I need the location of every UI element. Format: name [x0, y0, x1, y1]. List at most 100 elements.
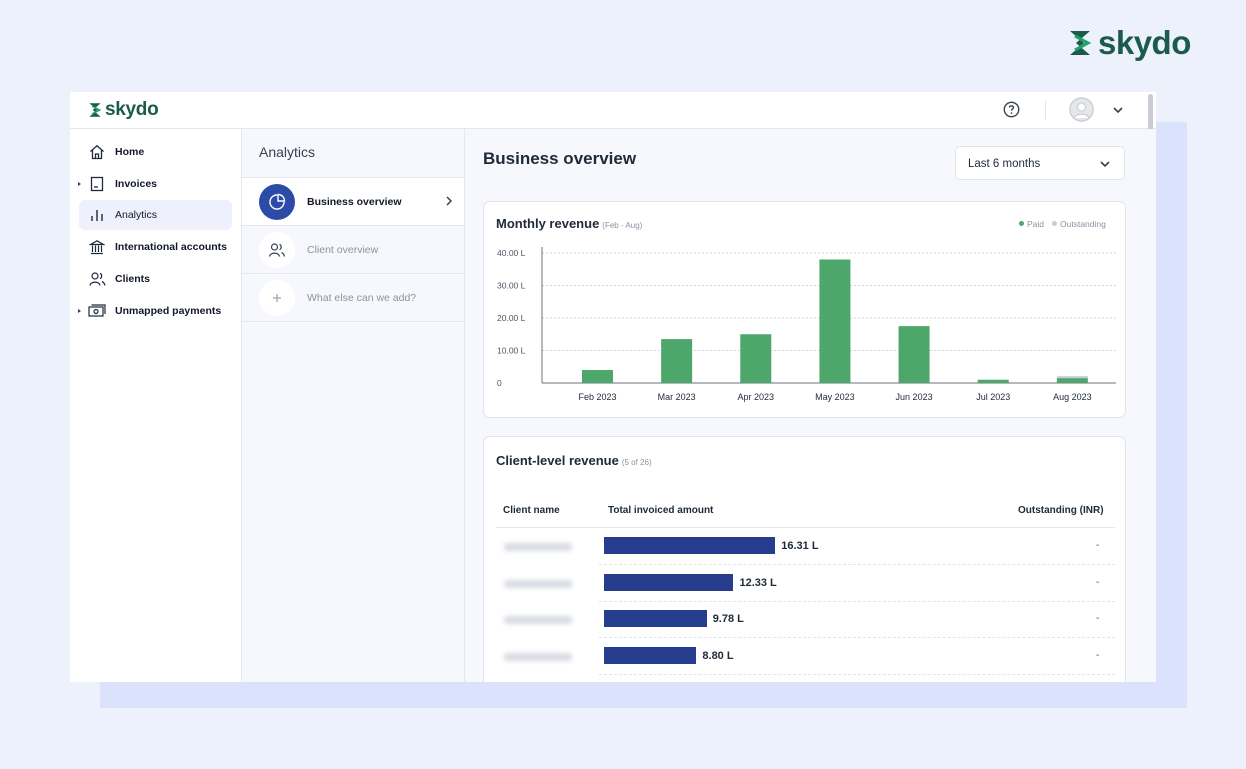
sidebar-item-invoices[interactable]: Invoices — [78, 169, 232, 199]
invoiced-amount-label: 16.31 L — [781, 540, 819, 552]
sidebar-item-label: Clients — [115, 273, 151, 285]
card-title-text: Monthly revenue — [496, 216, 600, 231]
monthly-revenue-card: Monthly revenue (Feb - Aug) Paid Outstand… — [483, 201, 1126, 418]
cash-icon — [88, 302, 106, 320]
sidebar-item-label: Analytics — [115, 209, 158, 221]
card-subtitle: (5 of 26) — [621, 458, 652, 467]
topbar-divider — [1045, 100, 1046, 120]
row-divider — [599, 673, 1115, 675]
y-tick-label: 0 — [497, 378, 502, 388]
bar-paid — [582, 370, 613, 383]
invoice-icon — [88, 175, 106, 193]
page-title: Business overview — [483, 149, 637, 168]
invoiced-amount-label: 12.33 L — [739, 576, 777, 589]
invoiced-amount-label: 8.80 L — [702, 649, 734, 662]
card-title-text: Client-level revenue — [496, 453, 619, 468]
x-tick-label: Feb 2023 — [578, 392, 616, 402]
sidebar-item-home[interactable]: Home — [79, 137, 232, 167]
x-tick-label: May 2023 — [815, 392, 855, 402]
sidebar-item-label: International accounts — [115, 241, 228, 253]
pie-chart-icon — [259, 184, 295, 220]
y-tick-label: 20.00 L — [497, 313, 526, 323]
sidebar-item-label: Home — [115, 146, 145, 158]
legend-item-outstanding: Outstanding — [1052, 219, 1106, 229]
bar-paid — [740, 334, 772, 383]
home-icon — [88, 143, 106, 161]
y-tick-label: 10.00 L — [497, 346, 526, 356]
users-icon — [88, 270, 106, 288]
bar-paid — [898, 326, 930, 383]
row-divider — [599, 564, 1115, 565]
sidebar-item-label: Unmapped payments — [115, 305, 222, 317]
x-tick-label: Mar 2023 — [658, 392, 696, 402]
table-row[interactable]: 12.33 L - — [496, 566, 1115, 602]
invoiced-amount-label: 9.78 L — [712, 613, 744, 625]
subpanel-title: Analytics — [259, 144, 316, 160]
x-tick-label: Jul 2023 — [976, 392, 1010, 402]
invoiced-amount-bar — [604, 646, 697, 664]
expand-caret-icon[interactable] — [78, 309, 81, 313]
outstanding-value: - — [1096, 540, 1100, 551]
y-tick-label: 30.00 L — [497, 281, 526, 291]
column-header-client-name[interactable]: Client name — [503, 505, 560, 516]
subnav-business-overview[interactable]: Business overview — [242, 177, 464, 225]
expand-caret-icon[interactable] — [78, 182, 81, 186]
brand-name: skydo — [1098, 24, 1191, 61]
invoiced-amount-bar — [604, 537, 776, 554]
monthly-revenue-chart: 0 10.00 L 20.00 L 30.00 L 40.00 L Feb 2023 Mar… — [497, 247, 1116, 402]
app-window: skydo Home — [70, 92, 1156, 682]
table-row[interactable]: 16.31 L - — [496, 529, 1115, 565]
legend-item-paid: Paid — [1019, 219, 1044, 229]
bar-outstanding — [1056, 376, 1088, 379]
sidebar-item-unmapped-payments[interactable]: Unmapped payments — [78, 296, 232, 326]
sidebar-item-clients[interactable]: Clients — [79, 264, 232, 294]
outstanding-value: - — [1096, 576, 1100, 588]
bar-chart-icon — [88, 206, 106, 224]
chevron-down-icon[interactable] — [1112, 104, 1124, 116]
bar-paid — [977, 379, 1009, 383]
row-divider — [599, 600, 1115, 602]
main-content: Business overview Last 6 months Monthly … — [465, 129, 1156, 682]
client-revenue-title: Client-level revenue (5 of 26) — [496, 453, 652, 468]
subnav-suggest[interactable]: What else can we add? — [242, 273, 464, 322]
x-tick-label: Jun 2023 — [896, 392, 933, 402]
client-name-redacted — [504, 543, 572, 551]
bar-paid — [661, 339, 693, 383]
brand-logo: skydo — [1066, 24, 1191, 62]
app-logo[interactable]: skydo — [87, 99, 159, 121]
help-circle-icon[interactable] — [1003, 101, 1020, 118]
monthly-revenue-title: Monthly revenue (Feb - Aug) — [496, 216, 642, 231]
skydo-logo-icon — [89, 103, 102, 117]
outstanding-value: - — [1096, 613, 1100, 624]
chart-legend: Paid Outstanding — [1019, 219, 1106, 229]
analytics-subpanel: Analytics Business overview Client overv… — [242, 129, 465, 682]
chevron-down-icon — [1100, 161, 1110, 168]
column-header-outstanding[interactable]: Outstanding (INR) — [1018, 505, 1104, 516]
client-name-redacted — [504, 579, 572, 588]
subnav-label: Business overview — [307, 196, 402, 208]
users-icon — [259, 232, 295, 268]
x-tick-label: Aug 2023 — [1053, 392, 1092, 402]
card-subtitle: (Feb - Aug) — [602, 221, 643, 230]
bar-paid — [819, 259, 851, 383]
sidebar-item-analytics[interactable]: Analytics — [79, 200, 232, 230]
subnav-client-overview[interactable]: Client overview — [242, 225, 464, 273]
user-avatar-icon[interactable] — [1069, 97, 1094, 122]
top-bar: skydo — [70, 92, 1156, 129]
invoiced-amount-bar — [604, 573, 734, 591]
date-range-value: Last 6 months — [968, 158, 1041, 170]
bar-paid — [1056, 378, 1088, 383]
row-divider — [599, 637, 1115, 638]
invoiced-amount-bar — [604, 610, 707, 627]
date-range-select[interactable]: Last 6 months — [955, 146, 1125, 180]
bank-icon — [88, 238, 106, 256]
table-row[interactable]: 9.78 L - — [496, 602, 1115, 638]
client-name-redacted — [504, 652, 572, 661]
sidebar: Home Invoices Analytics International ac… — [70, 129, 242, 682]
sidebar-item-label: Invoices — [115, 178, 158, 190]
table-row[interactable]: 8.80 L - — [496, 639, 1115, 675]
plus-icon — [259, 280, 295, 316]
sidebar-item-international-accounts[interactable]: International accounts — [79, 232, 232, 262]
column-header-total-invoiced[interactable]: Total invoiced amount — [608, 505, 714, 516]
app-logo-text: skydo — [105, 99, 159, 120]
